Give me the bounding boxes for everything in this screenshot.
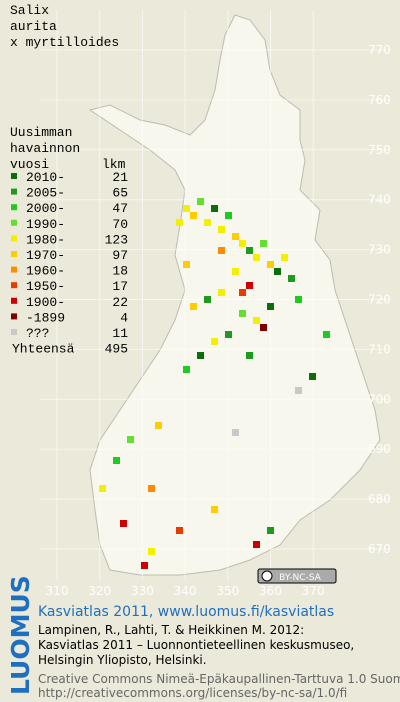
y-coordinate-label: 670: [368, 542, 391, 556]
legend-swatch: [11, 204, 17, 211]
y-coordinate-label: 730: [368, 243, 391, 257]
legend-count: 22: [112, 295, 128, 310]
legend-header: vuosi: [10, 157, 49, 172]
legend-swatch: [11, 297, 17, 304]
legend-count: 65: [112, 186, 128, 201]
legend-label: 2005-: [26, 186, 65, 201]
legend-swatch: [11, 282, 17, 289]
legend-swatch: [11, 251, 17, 257]
legend-swatch: [11, 188, 17, 195]
legend-swatch: [11, 266, 17, 273]
legend-count: 123: [105, 232, 128, 247]
logo: LUOMUS: [6, 575, 35, 695]
total-count: 495: [105, 342, 128, 357]
legend-header: havainnon: [10, 141, 80, 156]
record-squares: [99, 198, 330, 569]
y-coordinate-label: 720: [368, 293, 391, 307]
y-coordinate-label: 690: [368, 442, 391, 456]
x-coordinate-label: 370: [302, 584, 325, 598]
legend-label: -1899: [26, 310, 65, 325]
license[interactable]: http://creativecommons.org/licenses/by-n…: [38, 686, 347, 700]
legend-label: 1990-: [26, 217, 65, 232]
x-coordinate-label: 330: [131, 584, 154, 598]
legend: 2010- 21 2005- 65 2000- 47 1990- 70 1980- 123 1970…: [11, 170, 128, 357]
species-name: Salix: [10, 3, 49, 18]
x-coordinate-label: 350: [216, 584, 239, 598]
legend-label: ???: [26, 326, 49, 341]
y-coordinate-label: 680: [368, 492, 391, 506]
legend-label: 1950-: [26, 279, 65, 294]
legend-swatch: [11, 235, 17, 242]
y-coordinate-label: 740: [368, 193, 391, 207]
legend-count: 18: [112, 264, 128, 279]
legend-count: 17: [112, 279, 128, 294]
badge-text: BY-NC-SA: [279, 573, 322, 583]
legend-label: 1960-: [26, 264, 65, 279]
citation: Kasviatlas 2011 – Luonnontieteellinen ke…: [38, 638, 354, 652]
species-name: aurita: [10, 19, 57, 34]
y-coordinate-label: 710: [368, 342, 391, 356]
y-coordinate-label: 700: [368, 392, 391, 406]
legend-count: 4: [120, 310, 128, 325]
legend-count: 47: [112, 201, 128, 216]
cc-badge: BY-NC-SA: [257, 568, 337, 584]
license: Creative Commons Nimeä-Epäkaupallinen-Ta…: [38, 672, 400, 686]
species-name: x myrtilloides: [10, 35, 119, 50]
y-coordinate-label: 750: [368, 143, 391, 157]
total-label: Yhteensä: [12, 342, 75, 357]
legend-count: 70: [112, 217, 128, 232]
legend-label: 2010-: [26, 170, 65, 185]
x-coordinate-label: 310: [46, 584, 69, 598]
legend-label: 1980-: [26, 232, 65, 247]
legend-swatch: [11, 173, 17, 179]
grid: [40, 10, 390, 580]
link[interactable]: Kasviatlas 2011, www.luomus.fi/kasviatla…: [38, 604, 334, 620]
x-coordinate-label: 360: [259, 584, 282, 598]
legend-label: 1900-: [26, 295, 65, 310]
x-coordinate-label: 340: [174, 584, 197, 598]
legend-swatch: [11, 219, 17, 226]
x-coordinate-label: 320: [88, 584, 111, 598]
legend-label: 1970-: [26, 248, 65, 263]
legend-header: lkm: [102, 157, 126, 172]
legend-count: 97: [112, 248, 128, 263]
legend-count: 11: [112, 326, 128, 341]
y-coordinate-label: 760: [368, 93, 391, 107]
legend-count: 21: [112, 170, 128, 185]
citation: Helsingin Yliopisto, Helsinki.: [38, 653, 207, 667]
legend-swatch: [11, 313, 17, 320]
y-coordinate-label: 770: [368, 43, 391, 57]
legend-header: Uusimman: [10, 125, 72, 140]
legend-label: 2000-: [26, 201, 65, 216]
legend-swatch: [11, 329, 17, 335]
finland-outline: [88, 14, 381, 576]
citation: Lampinen, R., Lahti, T. & Heikkinen M. 2…: [38, 623, 304, 637]
